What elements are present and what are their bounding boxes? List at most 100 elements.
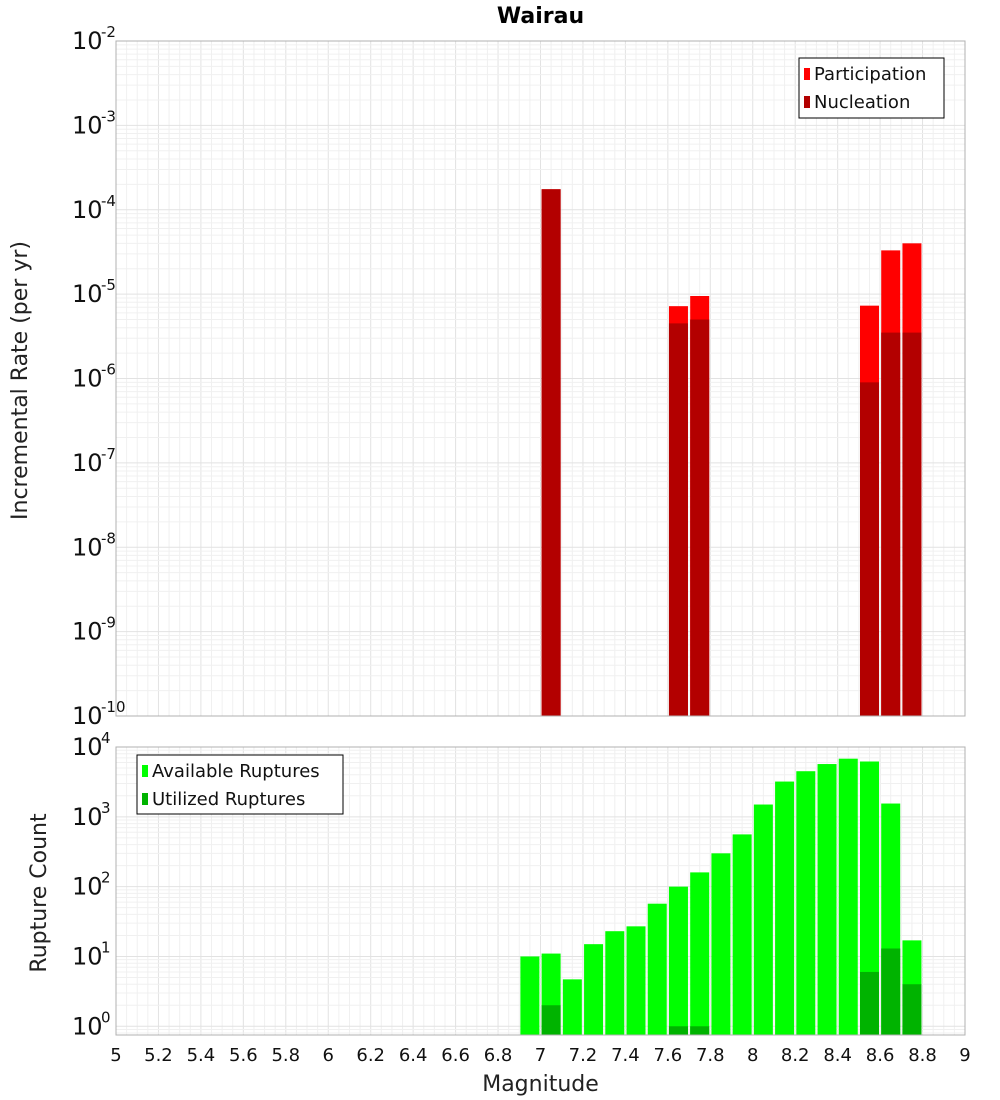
nucleation-bar <box>902 332 922 716</box>
y-tick-label: 10-4 <box>72 192 116 224</box>
top-plot-frame <box>115 40 966 717</box>
y-tick-label: 101 <box>72 938 111 970</box>
y-tick-exponent: -4 <box>101 192 116 210</box>
x-tick-label: 5.2 <box>144 1045 173 1066</box>
y-tick-base: 10 <box>72 1012 103 1040</box>
y-tick-base: 10 <box>72 702 103 730</box>
available-ruptures-bar <box>732 834 752 1035</box>
bottom-panel-bars <box>520 758 922 1035</box>
y-tick-exponent: -7 <box>101 445 116 463</box>
y-tick-base: 10 <box>72 196 103 224</box>
nucleation-bar <box>859 382 879 716</box>
y-tick-base: 10 <box>72 533 103 561</box>
x-axis-label: Magnitude <box>482 1072 599 1097</box>
y-tick-label: 10-7 <box>72 445 116 477</box>
x-tick-label: 6.2 <box>356 1045 385 1066</box>
x-tick-label: 7.8 <box>696 1045 725 1066</box>
top-panel-bars <box>541 189 922 717</box>
y-tick-exponent: -10 <box>101 698 126 716</box>
y-tick-base: 10 <box>72 873 103 901</box>
y-tick-base: 10 <box>72 111 103 139</box>
nucleation-bar <box>690 319 710 716</box>
x-tick-label: 5 <box>110 1045 121 1066</box>
y-tick-base: 10 <box>72 280 103 308</box>
utilized-ruptures-bar <box>541 1005 561 1035</box>
x-tick-label: 9 <box>959 1045 970 1066</box>
available-ruptures-bar <box>520 956 540 1035</box>
x-tick-label: 5.4 <box>187 1045 216 1066</box>
legend-swatch <box>804 96 810 108</box>
y-tick-exponent: 3 <box>101 799 111 817</box>
x-tick-label: 6 <box>323 1045 334 1066</box>
y-tick-label: 10-10 <box>72 698 126 730</box>
bottom-y-axis-label: Rupture Count <box>27 813 52 973</box>
available-ruptures-bar <box>711 853 731 1035</box>
x-tick-label: 7.4 <box>611 1045 640 1066</box>
legend-label: Nucleation <box>814 92 910 113</box>
x-tick-label: 6.6 <box>441 1045 470 1066</box>
x-tick-label: 8.4 <box>823 1045 852 1066</box>
top-grid <box>115 40 966 717</box>
utilized-ruptures-bar <box>902 984 922 1035</box>
available-ruptures-bar <box>605 931 625 1035</box>
available-ruptures-bar <box>796 771 816 1035</box>
legend-swatch <box>804 68 810 80</box>
x-tick-label: 8 <box>747 1045 758 1066</box>
y-tick-label: 104 <box>72 729 111 761</box>
y-tick-label: 102 <box>72 869 111 901</box>
x-tick-label: 8.8 <box>908 1045 937 1066</box>
y-tick-exponent: 2 <box>101 869 111 887</box>
utilized-ruptures-bar <box>690 1026 710 1035</box>
available-ruptures-bar <box>690 872 710 1035</box>
legend-label: Available Ruptures <box>152 761 320 782</box>
x-tick-label: 5.8 <box>271 1045 300 1066</box>
x-tick-label: 6.8 <box>484 1045 513 1066</box>
x-tick-label: 6.4 <box>399 1045 428 1066</box>
nucleation-bar <box>541 189 561 717</box>
x-tick-label: 7.6 <box>654 1045 683 1066</box>
y-tick-label: 10-2 <box>72 23 116 55</box>
x-tick-label: 8.6 <box>866 1045 895 1066</box>
y-tick-base: 10 <box>72 942 103 970</box>
available-ruptures-bar <box>584 944 604 1035</box>
x-tick-label: 7 <box>535 1045 546 1066</box>
legend-frame <box>798 57 945 119</box>
y-tick-base: 10 <box>72 733 103 761</box>
legend-label: Utilized Ruptures <box>152 789 305 810</box>
y-tick-base: 10 <box>72 27 103 55</box>
utilized-ruptures-bar <box>881 948 901 1035</box>
available-ruptures-bar <box>775 781 795 1035</box>
x-tick-label: 5.6 <box>229 1045 258 1066</box>
bottom-plot-frame <box>115 746 966 1036</box>
y-tick-exponent: -6 <box>101 361 116 379</box>
y-tick-base: 10 <box>72 449 103 477</box>
top-legend: Participation Nucleation <box>798 57 945 119</box>
y-tick-label: 103 <box>72 799 111 831</box>
y-tick-label: 10-5 <box>72 276 116 308</box>
y-tick-base: 10 <box>72 803 103 831</box>
bottom-legend: Available Ruptures Utilized Ruptures <box>136 754 344 815</box>
y-tick-exponent: -2 <box>101 23 116 41</box>
available-ruptures-bar <box>626 926 646 1035</box>
nucleation-bar <box>668 323 688 716</box>
top-y-axis-label: Incremental Rate (per yr) <box>8 241 33 520</box>
legend-swatch <box>142 793 148 805</box>
y-tick-exponent: -9 <box>101 614 116 632</box>
y-tick-label: 10-3 <box>72 107 116 139</box>
x-axis: 5 5.2 5.4 5.6 5.8 6 6.2 6.4 6.6 6.8 7 7.2 7.4 7.6 7.8 8… <box>110 1045 970 1066</box>
available-ruptures-bar <box>817 764 837 1035</box>
y-tick-label: 10-6 <box>72 361 116 393</box>
available-ruptures-bar <box>753 804 773 1035</box>
chart-title: Wairau <box>497 4 584 29</box>
legend-swatch <box>142 765 148 777</box>
y-tick-exponent: -5 <box>101 276 116 294</box>
legend-label: Participation <box>814 64 926 85</box>
available-ruptures-bar <box>838 758 858 1035</box>
y-tick-label: 100 <box>72 1008 111 1040</box>
available-ruptures-bar <box>647 903 667 1035</box>
legend-frame <box>136 754 344 815</box>
y-tick-exponent: -3 <box>101 107 116 125</box>
